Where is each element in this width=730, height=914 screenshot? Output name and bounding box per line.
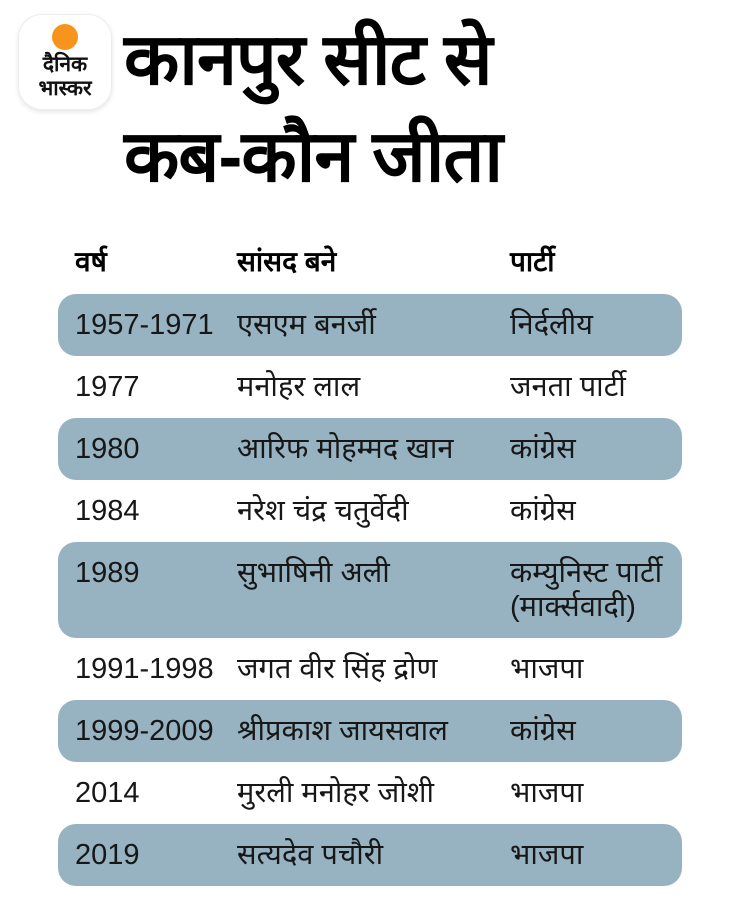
cell-mp-name: मनोहर लाल	[237, 371, 361, 403]
cell-year: 1984	[75, 495, 140, 527]
cell-mp-name: आरिफ मोहम्मद खान	[237, 433, 454, 465]
cell-party: कम्युनिस्ट पार्टी (मार्क्सवादी)	[510, 557, 663, 623]
cell-mp-name: सुभाषिनी अली	[237, 557, 390, 589]
logo-text-line1: दैनिक	[42, 53, 88, 76]
cell-year: 2019	[75, 839, 140, 871]
cell-party: भाजपा	[510, 653, 584, 685]
logo-sun-icon	[52, 24, 78, 50]
column-header-party: पार्टी	[510, 246, 555, 277]
cell-year: 2014	[75, 777, 140, 809]
cell-mp-name: मुरली मनोहर जोशी	[237, 777, 434, 809]
cell-mp-name: सत्यदेव पचौरी	[237, 839, 384, 871]
table-body: 1957-1971 एसएम बनर्जी निर्दलीय 1977 मनोहर ला…	[58, 294, 682, 886]
table-row: 1977 मनोहर लाल जनता पार्टी	[58, 356, 682, 418]
cell-mp-name: नरेश चंद्र चतुर्वेदी	[237, 495, 409, 527]
cell-year: 1977	[75, 371, 140, 403]
column-header-year: वर्ष	[75, 246, 107, 277]
logo-text-line2: भास्कर	[38, 77, 92, 100]
cell-mp-name: जगत वीर सिंह द्रोण	[237, 653, 438, 685]
table-row: 2019 सत्यदेव पचौरी भाजपा	[58, 824, 682, 886]
cell-mp-name: एसएम बनर्जी	[237, 309, 376, 341]
column-header-mp: सांसद बने	[237, 246, 337, 277]
table-header-row: वर्ष सांसद बने पार्टी	[58, 245, 682, 279]
cell-year: 1991-1998	[75, 653, 214, 685]
cell-year: 1980	[75, 433, 140, 465]
cell-party: जनता पार्टी	[510, 371, 626, 403]
cell-year: 1989	[75, 557, 140, 589]
table-row: 1989 सुभाषिनी अली कम्युनिस्ट पार्टी (मार्क…	[58, 542, 682, 638]
dainik-bhaskar-logo: दैनिक भास्कर	[18, 14, 112, 110]
cell-party: कांग्रेस	[510, 433, 576, 465]
cell-party: भाजपा	[510, 839, 584, 871]
cell-party: कांग्रेस	[510, 495, 576, 527]
cell-mp-name: श्रीप्रकाश जायसवाल	[237, 715, 448, 747]
cell-year: 1957-1971	[75, 309, 214, 341]
table-row: 1999-2009 श्रीप्रकाश जायसवाल कांग्रेस	[58, 700, 682, 762]
cell-year: 1999-2009	[75, 715, 214, 747]
page-title-line1: कानपुर सीट से	[124, 20, 493, 100]
page-title: कानपुर सीट से कब-कौन जीता	[124, 12, 503, 206]
winners-table: वर्ष सांसद बने पार्टी 1957-1971 एसएम बनर्…	[58, 245, 682, 886]
table-row: 1957-1971 एसएम बनर्जी निर्दलीय	[58, 294, 682, 356]
table-row: 1980 आरिफ मोहम्मद खान कांग्रेस	[58, 418, 682, 480]
table-row: 1984 नरेश चंद्र चतुर्वेदी कांग्रेस	[58, 480, 682, 542]
cell-party: भाजपा	[510, 777, 584, 809]
cell-party: निर्दलीय	[510, 309, 593, 341]
table-row: 2014 मुरली मनोहर जोशी भाजपा	[58, 762, 682, 824]
table-row: 1991-1998 जगत वीर सिंह द्रोण भाजपा	[58, 638, 682, 700]
page-title-line2: कब-कौन जीता	[124, 117, 503, 197]
cell-party: कांग्रेस	[510, 715, 576, 747]
